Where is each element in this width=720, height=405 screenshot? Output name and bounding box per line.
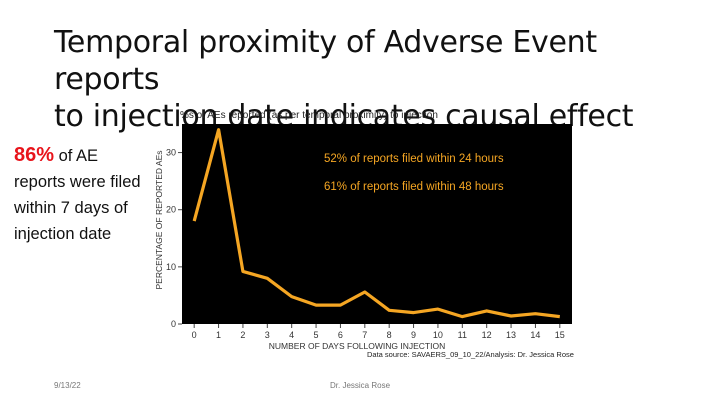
chart-title: %s of AEs reported (as per temporal prox… [180, 110, 438, 121]
footer-author: Dr. Jessica Rose [330, 381, 391, 390]
y-axis-label: PERCENTAGE OF REPORTED AEs [154, 150, 164, 289]
footer-date: 9/13/22 [54, 381, 81, 390]
x-tick-label: 9 [411, 330, 416, 340]
y-tick-label: 0 [171, 319, 176, 329]
x-tick-label: 0 [192, 330, 197, 340]
series-line [192, 128, 560, 319]
slide-title-line-1: Temporal proximity of Adverse Event repo… [54, 25, 597, 97]
callout-text: 86% of AE reports were filed within 7 da… [14, 142, 144, 247]
x-tick-label: 1 [216, 330, 221, 340]
x-tick-label: 2 [240, 330, 245, 340]
x-tick-label: 10 [433, 330, 443, 340]
y-tick-label: 30 [166, 148, 176, 158]
annotation-24-hours: 52% of reports filed within 24 hours [324, 153, 504, 165]
x-tick-label: 14 [530, 330, 540, 340]
x-axis-label: NUMBER OF DAYS FOLLOWING INJECTION [269, 341, 445, 350]
y-tick-label: 10 [166, 262, 176, 272]
annotation-48-hours: 61% of reports filed within 48 hours [324, 181, 504, 193]
x-tick-label: 3 [265, 330, 270, 340]
x-tick-label: 6 [338, 330, 343, 340]
x-tick-label: 4 [289, 330, 294, 340]
plot-background [182, 124, 572, 324]
x-tick-label: 11 [458, 330, 467, 340]
callout-percentage: 86% [14, 144, 55, 166]
x-tick-label: 12 [482, 330, 492, 340]
y-axis: 0 10 20 30 [166, 148, 182, 329]
x-axis: 0 1 2 3 4 5 6 7 8 9 10 11 12 13 14 15 [192, 324, 565, 340]
x-tick-label: 13 [506, 330, 516, 340]
x-tick-label: 15 [555, 330, 565, 340]
x-tick-label: 8 [387, 330, 392, 340]
data-source-note: Data source: SAVAERS_09_10_22/Analysis: … [367, 350, 574, 359]
callout-description: of AE reports were filed within 7 days o… [14, 147, 141, 243]
x-tick-label: 5 [314, 330, 319, 340]
y-tick-label: 20 [166, 205, 176, 215]
x-tick-label: 7 [362, 330, 367, 340]
